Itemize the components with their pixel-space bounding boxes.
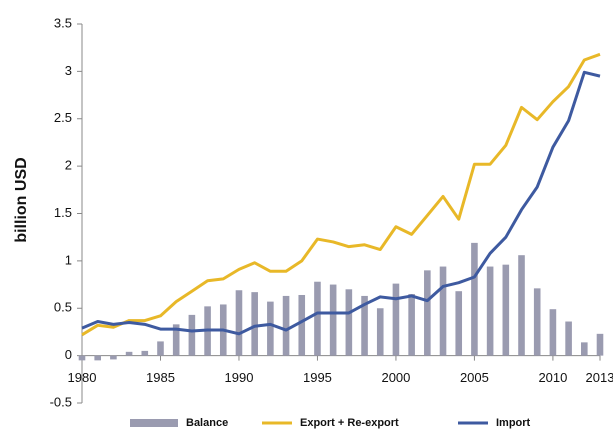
line [81, 52, 601, 337]
bar [408, 294, 415, 356]
bar [392, 283, 400, 356]
legend-label: Balance [186, 417, 228, 429]
bar [376, 308, 384, 356]
bar [110, 355, 117, 360]
bar [329, 284, 337, 356]
bar [125, 351, 133, 356]
legend-label: Export + Re-export [300, 417, 399, 429]
x-tick-label: 1980 [68, 370, 97, 385]
y-tick-label: 0 [65, 347, 72, 362]
bar [502, 264, 510, 356]
y-axis-label: billion USD [13, 157, 30, 242]
bar [172, 324, 180, 356]
bar [596, 333, 604, 356]
y-tick-label: 3.5 [54, 15, 72, 30]
x-tick-label: 1990 [225, 370, 254, 385]
bar [518, 255, 525, 356]
bar [471, 242, 478, 356]
bar [361, 295, 368, 356]
bar [78, 355, 86, 361]
bar [235, 290, 243, 356]
bar [581, 342, 588, 356]
y-tick-label: 2 [65, 158, 72, 173]
bar [267, 301, 274, 356]
bar [251, 292, 258, 356]
x-tick-label: 2010 [538, 370, 567, 385]
bar [314, 281, 321, 356]
y-tick-label: 3 [65, 63, 72, 78]
bar [94, 355, 101, 361]
bar [424, 270, 431, 356]
bar [565, 321, 572, 356]
legend-swatch [130, 419, 178, 427]
bar [549, 309, 557, 356]
bar [455, 291, 463, 356]
y-tick-label: 2.5 [54, 110, 72, 125]
y-tick-label: -0.5 [50, 394, 72, 409]
y-tick-label: 0.5 [54, 300, 72, 315]
x-tick-label: 2013 [586, 370, 613, 385]
bar [157, 341, 164, 356]
x-tick-label: 2000 [381, 370, 410, 385]
line [81, 70, 601, 336]
bar [298, 294, 306, 356]
bar [141, 350, 149, 356]
bar [439, 266, 447, 356]
x-tick-label: 1985 [146, 370, 175, 385]
bar [486, 266, 494, 356]
y-tick-label: 1.5 [54, 205, 72, 220]
legend-label: Import [496, 417, 531, 429]
bar [188, 314, 196, 356]
bar [533, 288, 541, 356]
y-tick-label: 1 [65, 252, 72, 267]
bar [345, 289, 353, 356]
bar [282, 295, 290, 356]
x-tick-label: 1995 [303, 370, 332, 385]
x-tick-label: 2005 [460, 370, 489, 385]
